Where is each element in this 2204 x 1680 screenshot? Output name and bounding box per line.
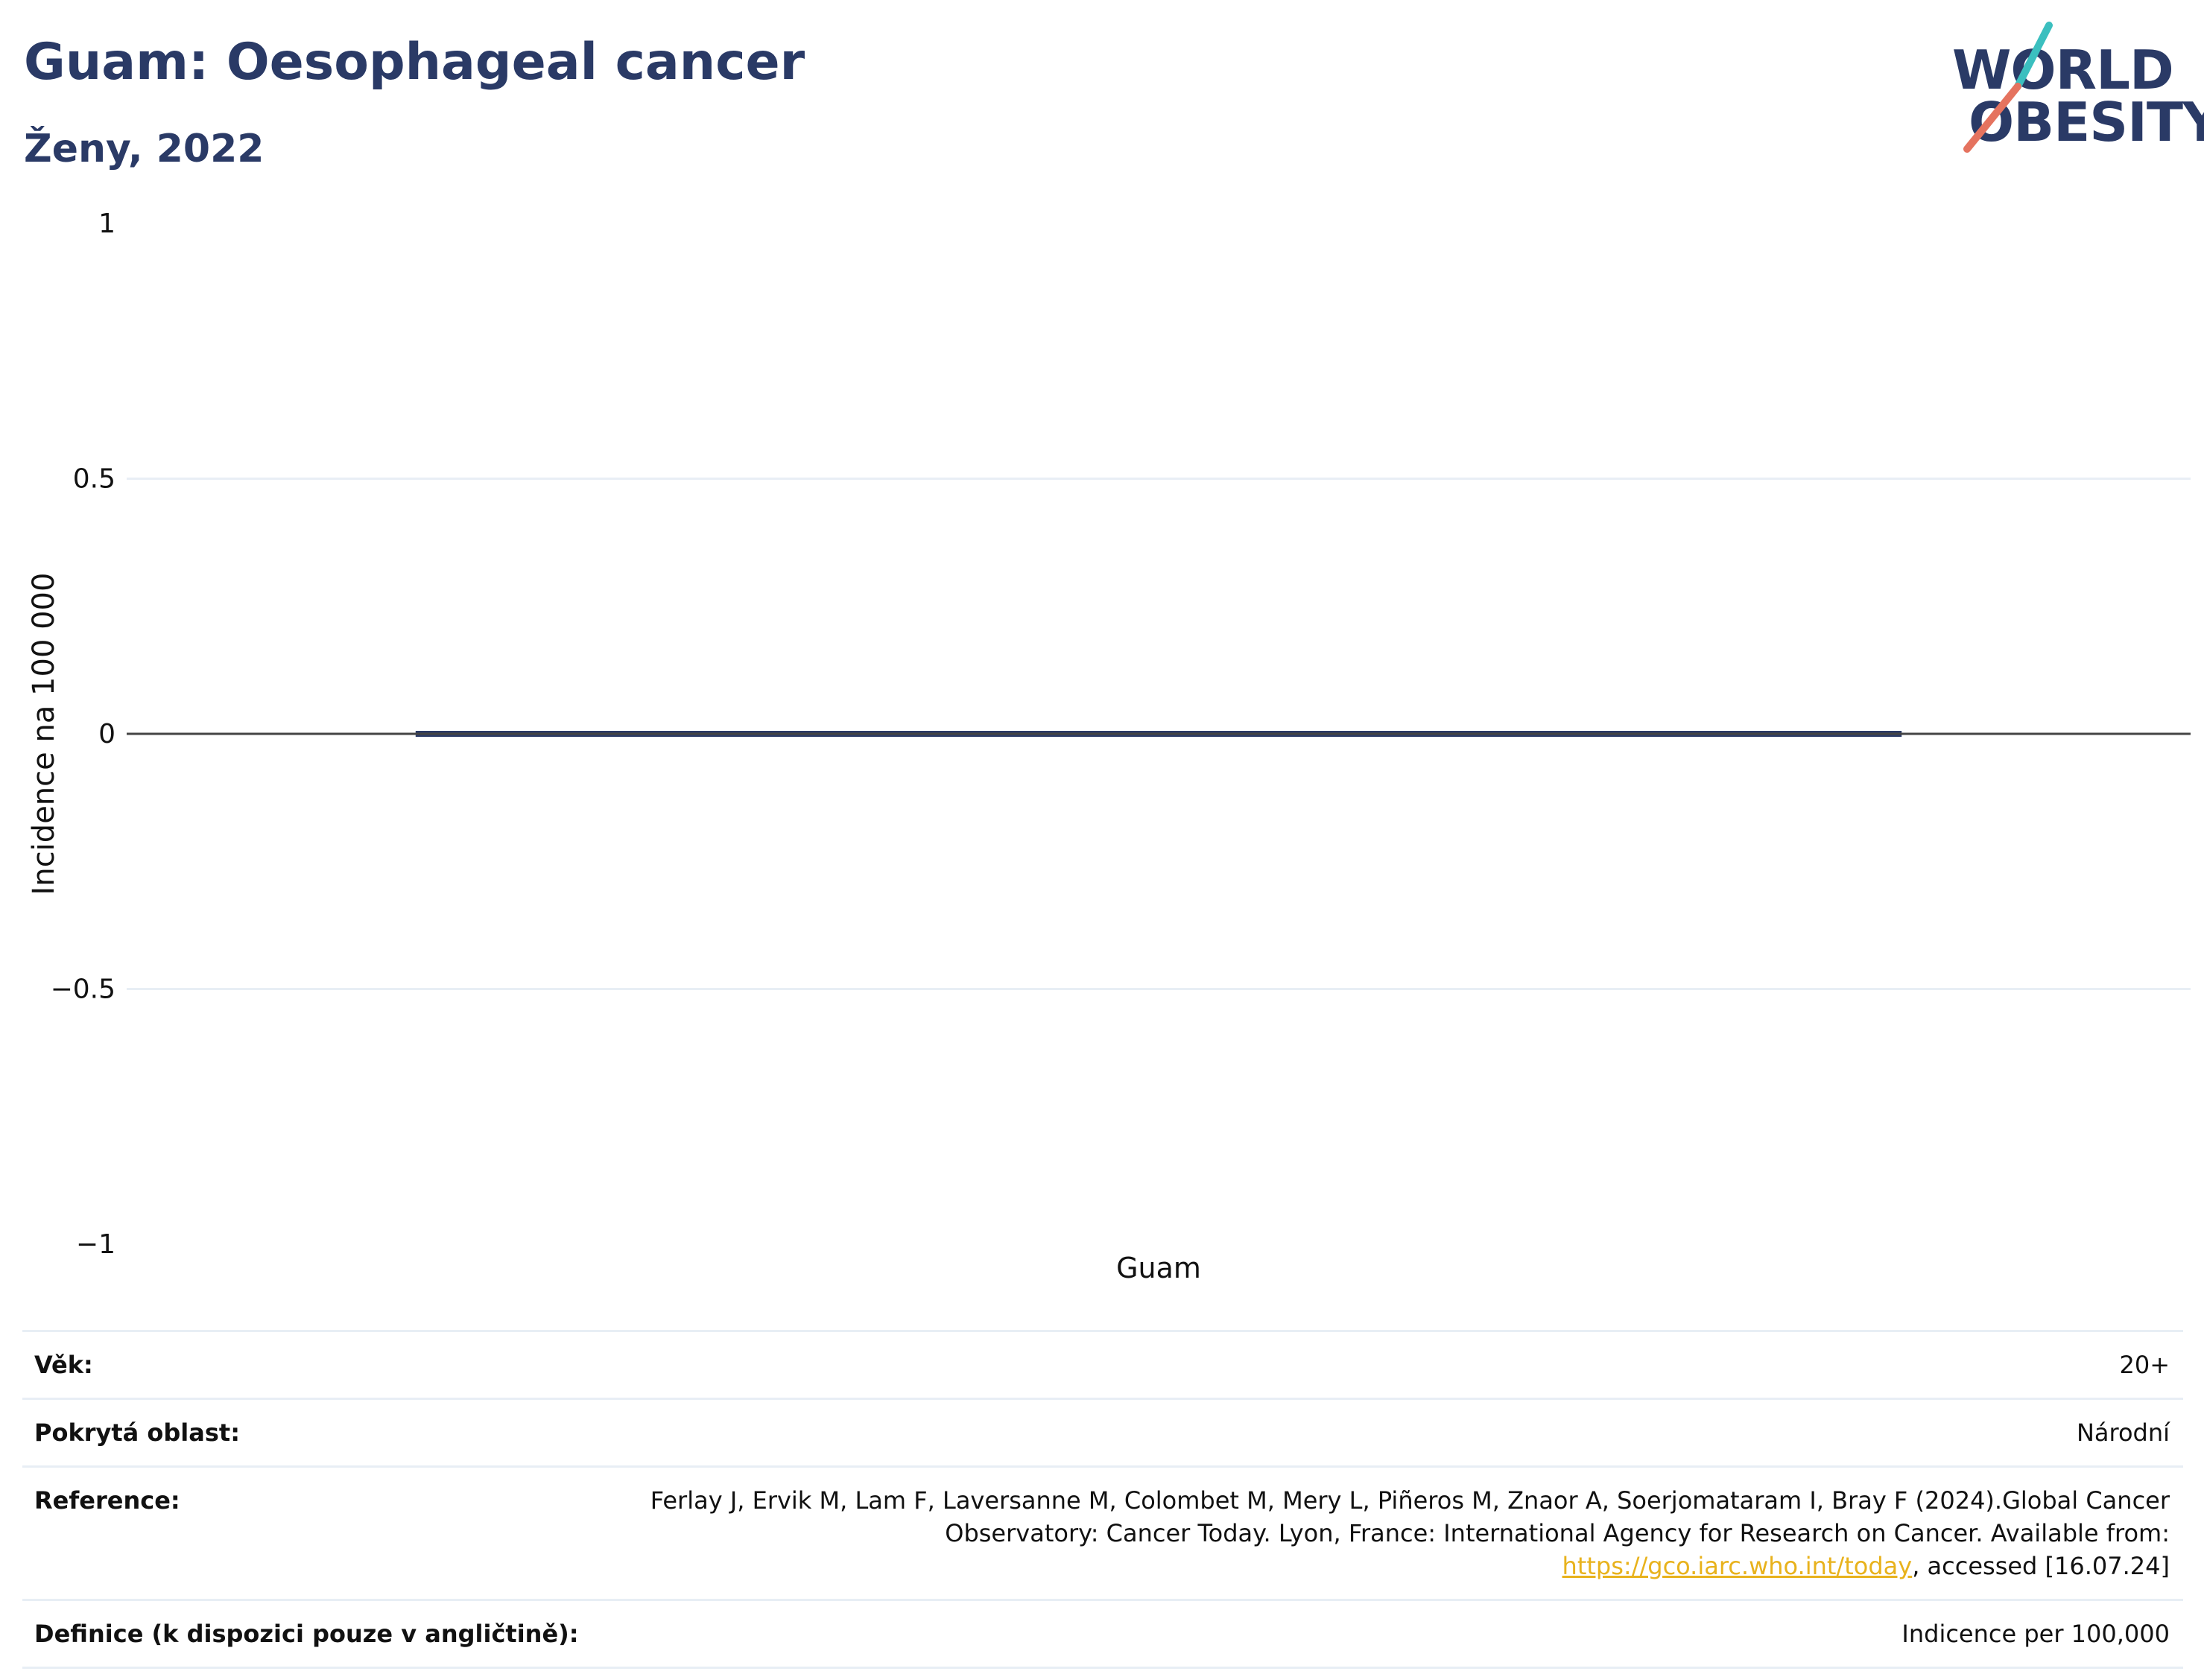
- meta-row-coverage: Pokrytá oblast: Národní: [22, 1398, 2183, 1465]
- definition-value: Indicence per 100,000: [1901, 1620, 2170, 1648]
- chart-gridlines: [127, 478, 2191, 990]
- age-value: 20+: [2119, 1351, 2170, 1379]
- bar-chart: 1 0.5 0 −0.5 −1 Guam Incidence na 100 000: [27, 209, 2191, 1284]
- y-axis-label: Incidence na 100 000: [27, 573, 61, 896]
- meta-row-definition: Definice (k dispozici pouze v angličtině…: [22, 1599, 2183, 1669]
- y-axis-ticks: 1 0.5 0 −0.5 −1: [51, 209, 115, 1260]
- x-axis-ticks: Guam: [1116, 1252, 1201, 1284]
- y-tick-label: −1: [76, 1229, 115, 1260]
- age-label: Věk:: [34, 1351, 93, 1379]
- meta-row-age: Věk: 20+: [22, 1330, 2183, 1398]
- reference-accessed: , accessed [16.07.24]: [1912, 1552, 2170, 1580]
- reference-value: Ferlay J, Ervik M, Lam F, Laversanne M, …: [642, 1484, 2170, 1582]
- coverage-value: Národní: [2076, 1419, 2170, 1447]
- x-tick-label: Guam: [1116, 1252, 1201, 1284]
- y-tick-label: 1: [98, 209, 115, 239]
- reference-text: Ferlay J, Ervik M, Lam F, Laversanne M, …: [650, 1486, 2170, 1547]
- page-subtitle: Ženy, 2022: [24, 127, 265, 171]
- coverage-label: Pokrytá oblast:: [34, 1419, 240, 1447]
- world-obesity-logo: WORLD OBESITY: [1937, 21, 2204, 155]
- definition-label: Definice (k dispozici pouze v angličtině…: [34, 1620, 579, 1648]
- y-tick-label: 0: [98, 719, 115, 749]
- y-tick-label: −0.5: [51, 974, 115, 1005]
- reference-label: Reference:: [34, 1486, 180, 1515]
- metadata-table: Věk: 20+ Pokrytá oblast: Národní Referen…: [22, 1330, 2183, 1669]
- logo-slash-icon: [1963, 22, 2053, 153]
- reference-link[interactable]: https://gco.iarc.who.int/today: [1562, 1552, 1913, 1580]
- y-tick-label: 0.5: [73, 464, 115, 495]
- meta-row-reference: Reference: Ferlay J, Ervik M, Lam F, Lav…: [22, 1465, 2183, 1599]
- logo-line-1: WORLD: [1952, 39, 2174, 101]
- page-title: Guam: Oesophageal cancer: [24, 33, 805, 92]
